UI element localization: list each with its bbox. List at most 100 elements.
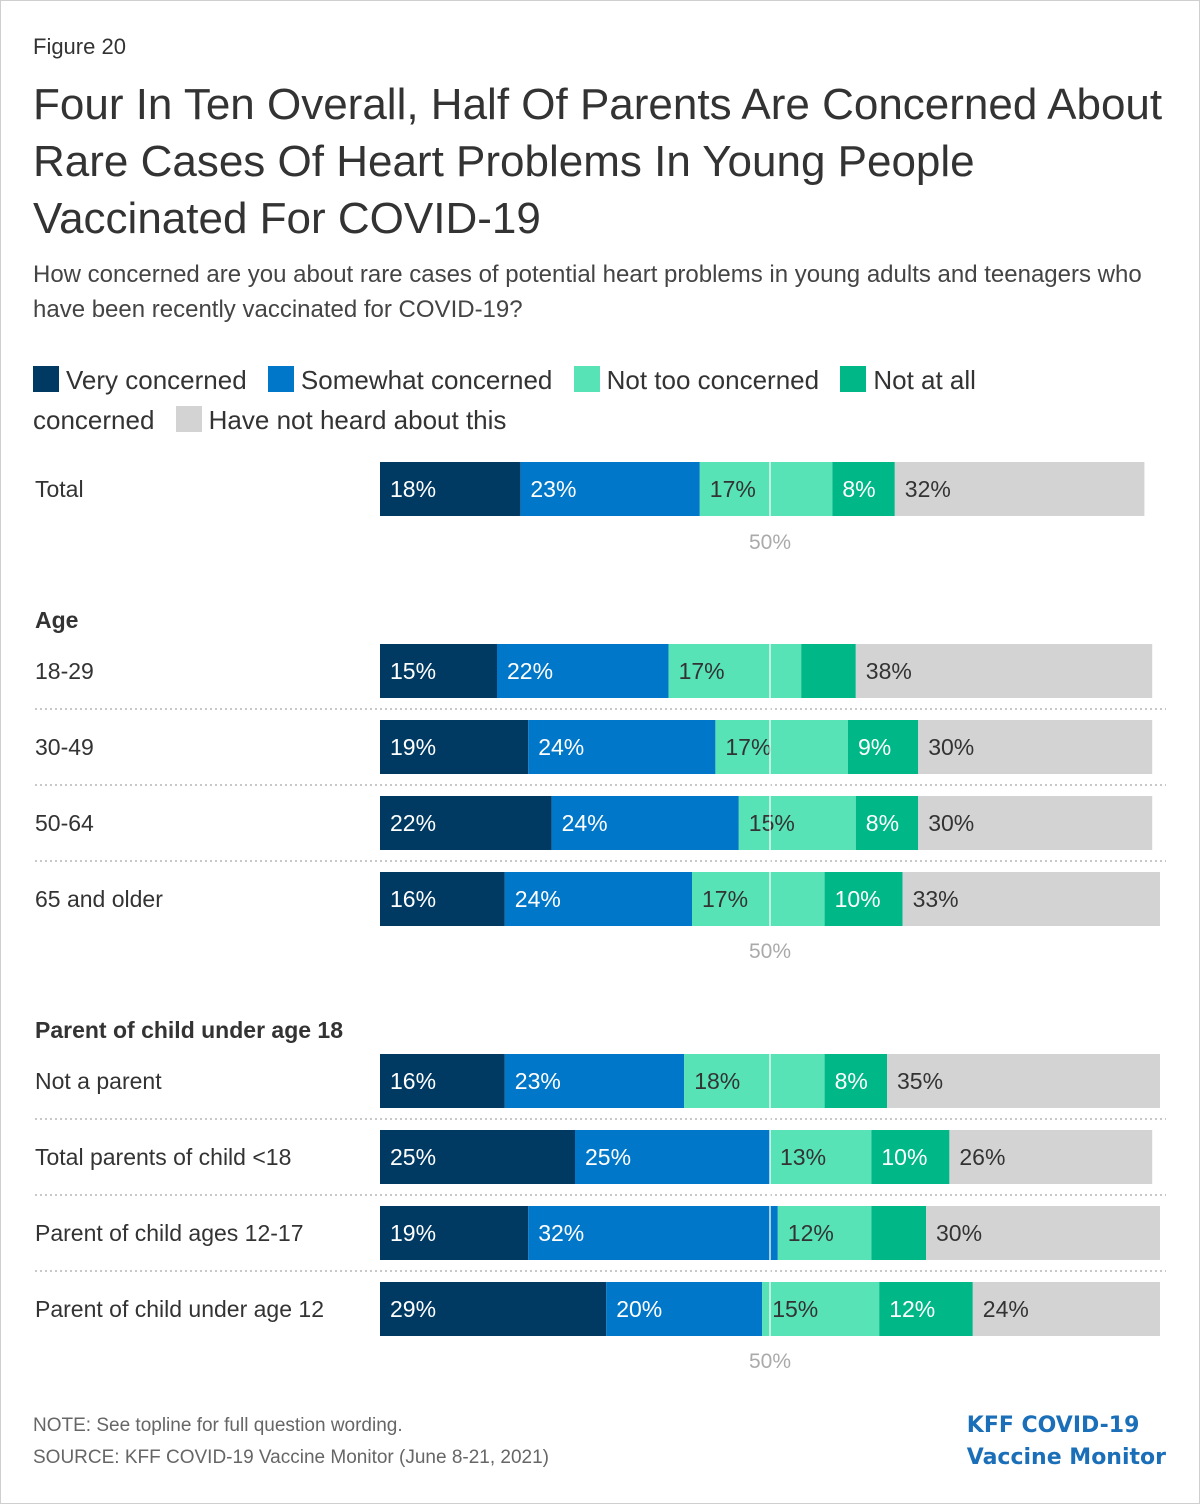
legend-item-not-heard[interactable]: Have not heard about this — [175, 405, 507, 435]
bar-segment-very — [380, 1130, 575, 1184]
bar-segment-very — [380, 1054, 505, 1108]
bar-segment-not-at-all — [871, 1206, 926, 1260]
legend: Very concerned Somewhat concerned Not to… — [33, 360, 1073, 440]
category-label: Total parents of child <18 — [35, 1144, 291, 1170]
data-label-somewhat: 22% — [507, 658, 553, 684]
data-label-not-at-all: 10% — [881, 1144, 927, 1170]
category-label: 65 and older — [35, 886, 163, 912]
bar-segment-not-too — [684, 1054, 825, 1108]
data-label-not-at-all: 8% — [835, 1068, 868, 1094]
data-label-somewhat: 20% — [616, 1296, 662, 1322]
data-label-somewhat: 23% — [515, 1068, 561, 1094]
bar-segment-very — [380, 462, 521, 516]
legend-item-not-at-all[interactable]: Not at all concerned — [33, 365, 976, 435]
category-label: Total — [35, 476, 84, 502]
data-label-not-too: 13% — [780, 1144, 826, 1170]
data-label-very: 29% — [390, 1296, 436, 1322]
bar-segment-not-too — [777, 1206, 872, 1260]
legend-swatch-somewhat — [267, 366, 294, 392]
data-label-somewhat: 24% — [562, 810, 608, 836]
data-label-not-heard: 30% — [936, 1220, 982, 1246]
data-label-not-heard: 38% — [866, 658, 912, 684]
brand-logo: KFF COVID-19 Vaccine Monitor — [967, 1410, 1166, 1474]
data-label-somewhat: 24% — [538, 734, 584, 760]
data-label-very: 16% — [390, 886, 436, 912]
category-label: Not a parent — [35, 1068, 162, 1094]
category-label: Parent of child ages 12-17 — [35, 1220, 304, 1246]
bar-segment-not-too — [668, 644, 802, 698]
data-label-not-at-all: 8% — [866, 810, 899, 836]
legend-swatch-not-heard — [175, 406, 202, 432]
data-label-very: 15% — [390, 658, 436, 684]
bar-segment-not-heard — [894, 462, 1145, 516]
legend-label-somewhat: Somewhat concerned — [300, 365, 553, 395]
bar-segment-not-heard — [926, 1206, 1160, 1260]
figure-label: Figure 20 — [33, 34, 126, 59]
bar-segment-somewhat — [551, 796, 739, 850]
bar-segment-not-heard — [918, 720, 1153, 774]
data-label-somewhat: 24% — [515, 886, 561, 912]
bar-segment-very — [380, 720, 529, 774]
data-label-not-too: 15% — [749, 810, 795, 836]
bar-segment-somewhat — [606, 1282, 763, 1336]
bar-segment-not-too — [770, 1130, 872, 1184]
bar-segment-somewhat — [504, 872, 692, 926]
data-label-very: 19% — [390, 1220, 436, 1246]
legend-label-not-heard: Have not heard about this — [208, 405, 507, 435]
bar-segment-not-at-all — [879, 1282, 973, 1336]
legend-label-not-too: Not too concerned — [606, 365, 820, 395]
data-label-not-heard: 33% — [913, 886, 959, 912]
legend-swatch-very — [33, 366, 59, 392]
bar-segment-not-at-all — [801, 644, 856, 698]
legend-swatch-not-too — [573, 366, 600, 392]
data-label-not-too: 17% — [679, 658, 725, 684]
data-label-not-too: 12% — [788, 1220, 834, 1246]
bar-segment-somewhat — [528, 720, 716, 774]
data-label-not-heard: 30% — [928, 734, 974, 760]
data-label-very: 22% — [390, 810, 436, 836]
data-label-not-at-all: 10% — [835, 886, 881, 912]
data-label-not-heard: 35% — [897, 1068, 943, 1094]
bar-segment-not-heard — [972, 1282, 1160, 1336]
axis-marker-label: 50% — [749, 1350, 791, 1373]
data-label-very: 16% — [390, 1068, 436, 1094]
bar-segment-not-too — [715, 720, 848, 774]
bar-segment-not-heard — [949, 1130, 1153, 1184]
chart-title: Four In Ten Overall, Half Of Parents Are… — [33, 80, 1163, 243]
bar-segment-not-heard — [887, 1054, 1160, 1108]
bar-segment-not-too — [692, 872, 825, 926]
category-label: 50-64 — [35, 810, 94, 836]
brand-line-2: Vaccine Monitor — [966, 1445, 1166, 1470]
legend-item-not-too[interactable]: Not too concerned — [573, 365, 820, 395]
bar-segment-somewhat — [520, 462, 700, 516]
data-label-not-heard: 26% — [959, 1144, 1005, 1170]
data-label-not-at-all: 9% — [858, 734, 891, 760]
bar-segment-somewhat — [528, 1206, 778, 1260]
legend-item-very[interactable]: Very concerned — [33, 365, 247, 395]
axis-marker-label: 50% — [749, 940, 791, 963]
brand-line-1: KFF COVID-19 — [966, 1413, 1140, 1438]
data-label-not-heard: 24% — [983, 1296, 1029, 1322]
data-label-very: 25% — [390, 1144, 436, 1170]
bar-segment-not-heard — [918, 796, 1153, 850]
group-heading: Parent of child under age 18 — [35, 1017, 343, 1043]
bar-segment-not-at-all — [848, 720, 919, 774]
bar-segment-not-too — [699, 462, 833, 516]
bar-segment-not-heard — [902, 872, 1160, 926]
bar-segment-not-heard — [855, 644, 1153, 698]
bar-segment-very — [380, 1206, 529, 1260]
data-label-not-heard: 30% — [928, 810, 974, 836]
data-label-very: 19% — [390, 734, 436, 760]
data-label-somewhat: 23% — [530, 476, 576, 502]
source-text: SOURCE: KFF COVID-19 Vaccine Monitor (Ju… — [33, 1447, 550, 1468]
legend-item-somewhat[interactable]: Somewhat concerned — [267, 365, 553, 395]
bar-segment-very — [380, 1282, 607, 1336]
bar-segment-not-too — [762, 1282, 880, 1336]
data-label-very: 18% — [390, 476, 436, 502]
bar-segment-very — [380, 644, 497, 698]
data-label-not-heard: 32% — [905, 476, 951, 502]
note-text: NOTE: See topline for full question word… — [33, 1415, 403, 1436]
bar-segment-not-at-all — [871, 1130, 950, 1184]
data-label-somewhat: 25% — [585, 1144, 631, 1170]
